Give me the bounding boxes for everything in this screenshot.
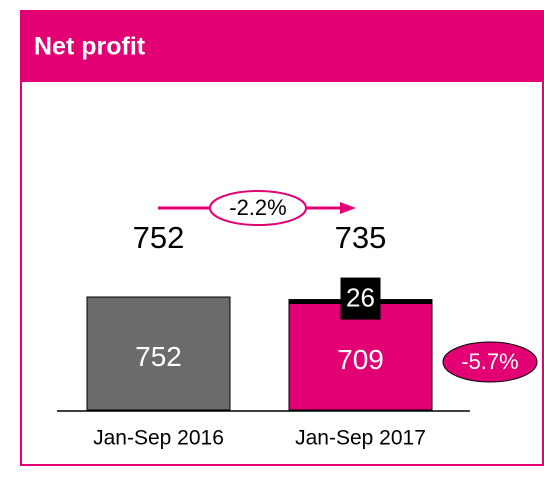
change-label: -5.7% xyxy=(461,349,518,374)
total-label: 752 xyxy=(133,220,185,255)
title-bar xyxy=(20,10,544,82)
chart-title: Net profit xyxy=(34,33,146,61)
value-label: 752 xyxy=(135,341,182,372)
change-badge xyxy=(442,341,538,383)
value-label: 26 xyxy=(346,282,375,312)
x-tick-label: Jan-Sep 2017 xyxy=(295,427,426,450)
value-label: 709 xyxy=(337,344,384,375)
arrow-head xyxy=(340,202,356,214)
bar-segment xyxy=(86,296,231,411)
total-label: 735 xyxy=(335,220,387,255)
label-box xyxy=(340,277,381,320)
change-label: -2.2% xyxy=(229,195,286,220)
x-tick-label: Jan-Sep 2016 xyxy=(93,427,224,450)
change-badge xyxy=(209,190,307,226)
